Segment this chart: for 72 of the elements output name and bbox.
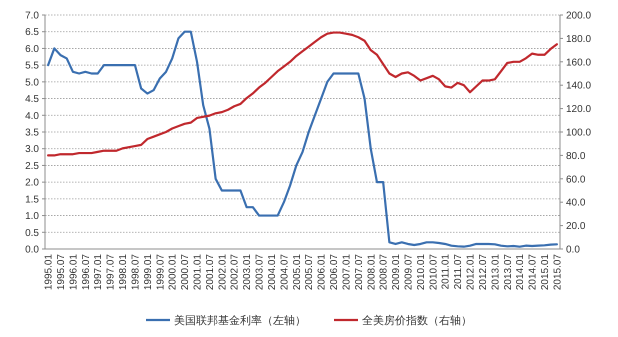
y-tick-label: 6.0 [25, 44, 40, 55]
x-tick-label: 1997.07 [106, 254, 117, 290]
x-tick-label: 2002.07 [230, 254, 241, 290]
y2-tick-label: 180.0 [566, 34, 592, 45]
y-tick-label: 0.0 [25, 244, 40, 256]
x-tick-label: 2014.01 [515, 254, 526, 290]
x-tick-label: 2009.01 [391, 254, 402, 290]
x-tick-label: 1998.07 [130, 254, 142, 290]
legend-label: 全美房价指数（右轴） [362, 314, 472, 327]
x-tick-label: 2004.07 [279, 254, 290, 290]
line-series [47, 31, 558, 156]
x-tick-label: 2008.01 [366, 254, 378, 290]
y-tick-label: 1.0 [25, 211, 40, 222]
x-tick-label: 2001.01 [192, 254, 204, 290]
line-series [47, 30, 558, 248]
y-tick-label: 4.0 [25, 110, 40, 122]
x-tick-label: 1995.01 [44, 254, 55, 290]
x-tick-label: 2003.07 [254, 254, 266, 290]
x-tick-label: 2007.01 [341, 254, 352, 290]
x-tick-label: 2000.07 [180, 254, 192, 290]
x-tick-label: 2003.01 [242, 254, 254, 290]
y2-tick-label: 200.0 [566, 10, 592, 22]
x-tick-label: 1997.01 [93, 254, 104, 290]
y2-tick-label: 120.0 [566, 104, 592, 116]
x-tick-label: 2010.07 [428, 254, 440, 290]
x-tick-label: 1996.07 [80, 254, 92, 290]
x-tick-label: 2013.01 [490, 254, 502, 290]
x-tick-label: 2010.01 [416, 254, 427, 290]
y-tick-label: 3.0 [25, 144, 40, 156]
x-tick-label: 2000.01 [168, 254, 179, 290]
y2-tick-label: 160.0 [566, 57, 592, 68]
x-tick-label: 1996.01 [68, 254, 80, 290]
x-tick-label: 2015.07 [552, 254, 564, 290]
x-tick-label: 2011.01 [440, 254, 452, 290]
y-tick-label: 7.0 [25, 10, 40, 22]
x-tick-label: 2011.07 [453, 254, 464, 290]
x-tick-label: 1999.07 [155, 254, 166, 290]
y-tick-label: 3.5 [25, 128, 40, 138]
x-tick-label: 2009.07 [403, 254, 414, 290]
y2-tick-label: 20.0 [566, 221, 586, 232]
y2-tick-label: 80.0 [566, 150, 586, 162]
y2-tick-label: 140.0 [566, 80, 592, 92]
y-tick-label: 2.0 [25, 178, 40, 189]
x-tick-label: 2005.01 [292, 254, 303, 290]
x-tick-label: 2013.07 [502, 254, 514, 290]
y2-tick-label: 0.0 [566, 244, 580, 256]
x-tick-label: 2008.07 [378, 254, 390, 290]
y-tick-label: 0.5 [25, 228, 40, 239]
y-tick-label: 5.0 [25, 77, 40, 88]
x-tick-label: 2004.01 [266, 254, 278, 290]
y2-tick-label: 100.0 [566, 128, 592, 138]
x-tick-label: 1999.01 [142, 254, 154, 290]
x-tick-label: 1998.01 [118, 254, 130, 290]
x-tick-label: 2015.01 [540, 254, 551, 290]
y-tick-label: 5.5 [25, 60, 40, 72]
y-tick-label: 1.5 [25, 194, 40, 206]
y-tick-label: 6.5 [25, 27, 40, 38]
x-tick-label: 2006.01 [316, 254, 328, 290]
x-tick-label: 2012.01 [466, 254, 477, 290]
y2-tick-label: 60.0 [566, 174, 586, 186]
x-tick-label: 2007.07 [354, 254, 365, 290]
y2-tick-label: 40.0 [566, 198, 586, 209]
x-tick-label: 2006.07 [329, 254, 340, 290]
legend-label: 美国联邦基金利率（左轴） [174, 314, 306, 327]
x-tick-label: 2012.07 [478, 254, 489, 290]
x-tick-label: 2001.07 [204, 254, 216, 290]
y-tick-label: 4.5 [25, 94, 40, 106]
x-tick-label: 1995.07 [56, 254, 68, 290]
y-tick-label: 2.5 [25, 160, 40, 172]
x-tick-label: 2002.01 [217, 254, 228, 290]
x-tick-label: 2014.07 [528, 254, 539, 290]
x-tick-label: 2005.07 [304, 254, 316, 290]
